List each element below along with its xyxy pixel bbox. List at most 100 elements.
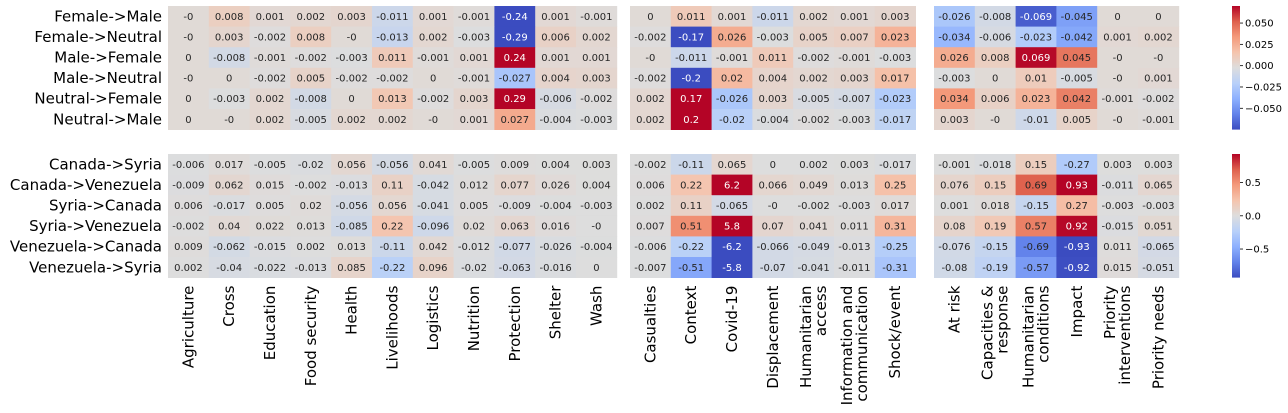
cell-value-label: 0.003 bbox=[881, 12, 910, 23]
heatmap-cell bbox=[630, 236, 672, 258]
heatmap-cell bbox=[630, 195, 672, 217]
heatmap-cell bbox=[934, 67, 976, 89]
cell-value-label: -0.004 bbox=[580, 242, 612, 253]
heatmap-cell bbox=[793, 6, 835, 27]
heatmap-cell bbox=[494, 236, 536, 258]
cell-value-label: 0.15 bbox=[1025, 160, 1047, 171]
cell-value-label: 0.006 bbox=[174, 201, 203, 212]
colorbar-tick-label: 0.000 bbox=[1245, 61, 1274, 72]
cell-value-label: 0.003 bbox=[582, 74, 611, 85]
cell-value-label: 0.056 bbox=[337, 160, 366, 171]
heatmap-cell bbox=[1015, 26, 1057, 48]
heatmap-cell bbox=[1097, 67, 1139, 89]
heatmap-cell bbox=[1056, 88, 1098, 110]
cell-value-label: -0.017 bbox=[213, 201, 245, 212]
cell-value-label: 0.22 bbox=[381, 222, 403, 233]
heatmap-cell bbox=[874, 109, 916, 130]
column-label: Context bbox=[682, 285, 700, 344]
cell-value-label: -0.018 bbox=[979, 160, 1011, 171]
heatmap-cell bbox=[793, 236, 835, 258]
heatmap-cell bbox=[331, 154, 373, 175]
cell-value-label: -0.002 bbox=[797, 53, 829, 64]
heatmap-cell bbox=[1015, 174, 1057, 196]
cell-value-label: -0.066 bbox=[757, 242, 789, 253]
heatmap-cell bbox=[168, 257, 210, 278]
heatmap-cell bbox=[453, 257, 495, 278]
heatmap-cell bbox=[372, 195, 414, 217]
cell-value-label: 0.17 bbox=[680, 94, 702, 105]
cell-value-label: 0.011 bbox=[840, 222, 869, 233]
cell-value-label: 0.003 bbox=[940, 115, 969, 126]
cell-value-label: 0.015 bbox=[1103, 263, 1132, 274]
heatmap-cell bbox=[1097, 47, 1139, 69]
heatmap-cell bbox=[630, 109, 672, 130]
heatmap-cell bbox=[1056, 215, 1098, 237]
heatmap-cell bbox=[412, 6, 454, 27]
cell-value-label: -0.002 bbox=[417, 94, 449, 105]
heatmap-cell bbox=[934, 6, 976, 27]
heatmap-cell bbox=[535, 88, 577, 110]
cell-value-label: 0.02 bbox=[463, 222, 485, 233]
cell-value-label: 0.08 bbox=[943, 222, 965, 233]
cell-value-label: -0.017 bbox=[879, 115, 911, 126]
heatmap-cell bbox=[331, 236, 373, 258]
cell-value-label: 0.002 bbox=[378, 115, 407, 126]
cell-value-label: 5.8 bbox=[724, 222, 740, 233]
heatmap-cell bbox=[670, 174, 712, 196]
cell-value-label: -0.063 bbox=[499, 263, 531, 274]
heatmap-cell bbox=[412, 154, 454, 175]
cell-value-label: 0.002 bbox=[337, 115, 366, 126]
heatmap-cell bbox=[630, 88, 672, 110]
cell-value-label: 0.009 bbox=[500, 160, 529, 171]
column-label: Agriculture bbox=[179, 286, 197, 369]
heatmap-cell bbox=[453, 154, 495, 175]
heatmap-cell bbox=[290, 88, 332, 110]
cell-value-label: 0 bbox=[770, 160, 776, 171]
heatmap-cell bbox=[290, 215, 332, 237]
heatmap-cell bbox=[494, 47, 536, 69]
cell-value-label: -0.11 bbox=[379, 242, 405, 253]
heatmap-cell bbox=[453, 67, 495, 89]
heatmap-cell bbox=[208, 174, 250, 196]
cell-value-label: -0.002 bbox=[797, 201, 829, 212]
cell-value-label: -0.51 bbox=[678, 263, 704, 274]
heatmap-cell bbox=[1138, 195, 1180, 217]
cell-value-label: -0.004 bbox=[539, 115, 571, 126]
heatmap-cell bbox=[412, 215, 454, 237]
column-label: Logistics bbox=[424, 285, 442, 350]
cell-value-label: -5.8 bbox=[722, 263, 742, 274]
cell-value-label: -0 bbox=[183, 74, 193, 85]
cell-value-label: -0 bbox=[183, 32, 193, 43]
cell-value-label: 0.076 bbox=[940, 180, 969, 191]
heatmap-cell bbox=[290, 67, 332, 89]
heatmap-cell bbox=[331, 109, 373, 130]
heatmap-cell bbox=[1015, 88, 1057, 110]
heatmap-cell bbox=[1138, 257, 1180, 278]
cell-value-label: 0.008 bbox=[981, 53, 1010, 64]
heatmap-cell bbox=[1056, 154, 1098, 175]
cell-value-label: -0.15 bbox=[982, 242, 1008, 253]
heatmap-cell bbox=[331, 174, 373, 196]
cell-value-label: 0.92 bbox=[1066, 222, 1088, 233]
cell-value-label: -0 bbox=[428, 115, 438, 126]
heatmap-cell bbox=[1056, 26, 1098, 48]
heatmap-cell bbox=[1097, 236, 1139, 258]
cell-value-label: 0.04 bbox=[218, 222, 240, 233]
cell-value-label: -0.008 bbox=[295, 94, 327, 105]
heatmap-cell bbox=[834, 6, 876, 27]
heatmap-cell bbox=[412, 195, 454, 217]
heatmap-cell bbox=[372, 109, 414, 130]
cell-value-label: 0.005 bbox=[256, 201, 285, 212]
heatmap-cell bbox=[535, 174, 577, 196]
column-label: Capacities &response bbox=[979, 285, 1012, 380]
cell-value-label: 0.017 bbox=[881, 74, 910, 85]
cell-value-label: -0.22 bbox=[379, 263, 405, 274]
heatmap-cell bbox=[249, 154, 291, 175]
row-label: Neutral->Female bbox=[34, 90, 162, 108]
heatmap-cell bbox=[874, 6, 916, 27]
cell-value-label: 0.003 bbox=[1103, 160, 1132, 171]
cell-value-label: -0.001 bbox=[580, 12, 612, 23]
heatmap-cell bbox=[290, 257, 332, 278]
heatmap-cell bbox=[331, 195, 373, 217]
cell-value-label: 0.57 bbox=[1025, 222, 1047, 233]
